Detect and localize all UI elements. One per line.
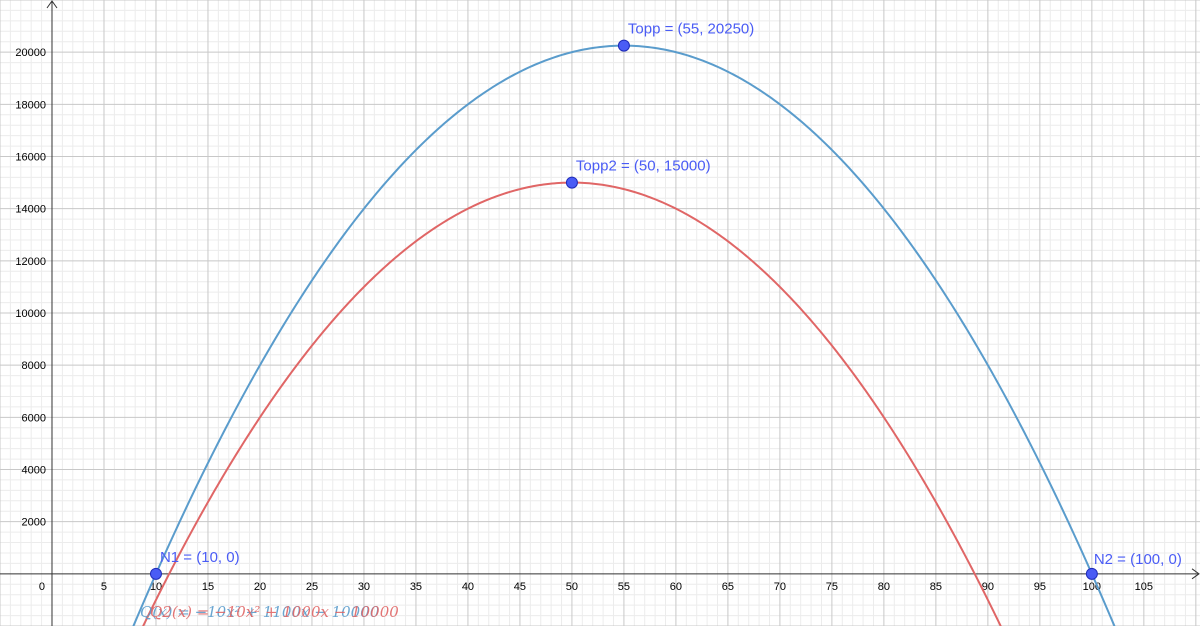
- point-label: Topp = (55, 20250): [628, 21, 754, 38]
- point-label: N2 = (100, 0): [1094, 551, 1182, 568]
- x-tick-label: 0: [39, 581, 45, 593]
- y-tick-label: 16000: [15, 152, 46, 164]
- y-tick-label: 4000: [22, 465, 46, 477]
- x-tick-label: 95: [1034, 581, 1046, 593]
- x-tick-label: 20: [254, 581, 266, 593]
- equation-label: Q2(x) = −10x² + 1000x − 10000: [150, 603, 399, 621]
- point-label: Topp2 = (50, 15000): [576, 158, 711, 175]
- x-axis-arrow: [1191, 568, 1200, 580]
- point-marker: [149, 567, 162, 580]
- y-tick-label: 20000: [15, 47, 46, 59]
- equation-label: Q(x) = −10x² + 1100x − 10000: [140, 603, 380, 621]
- y-tick-label: 12000: [15, 256, 46, 268]
- point-label: N1 = (10, 0): [160, 549, 240, 566]
- x-tick-label: 65: [722, 581, 734, 593]
- y-tick-label: 2000: [22, 517, 46, 529]
- x-tick-label: 85: [930, 581, 942, 593]
- series-line-2: [142, 181, 1002, 626]
- point-marker: [565, 176, 578, 189]
- x-tick-label: 40: [462, 581, 474, 593]
- x-tick-label: 90: [982, 581, 994, 593]
- point-marker: [1085, 567, 1098, 580]
- x-tick-label: 70: [774, 581, 786, 593]
- x-tick-label: 60: [670, 581, 682, 593]
- x-tick-label: 25: [306, 581, 318, 593]
- x-tick-label: 75: [826, 581, 838, 593]
- x-tick-label: 45: [514, 581, 526, 593]
- x-tick-label: 55: [618, 581, 630, 593]
- y-tick-label: 8000: [22, 360, 46, 372]
- y-tick-label: 6000: [22, 412, 46, 424]
- x-tick-label: 30: [358, 581, 370, 593]
- x-tick-label: 50: [566, 581, 578, 593]
- x-tick-label: 5: [101, 581, 107, 593]
- x-tick-label: 105: [1135, 581, 1153, 593]
- x-tick-label: 10: [150, 581, 162, 593]
- points: Topp = (55, 20250) Topp2 = (50, 15000) N1 …: [149, 21, 1182, 580]
- y-tick-label: 14000: [15, 204, 46, 216]
- y-axis-arrow: [46, 0, 58, 9]
- x-tick-label: 15: [202, 581, 214, 593]
- x-tick-label: 80: [878, 581, 890, 593]
- x-tick-label: 35: [410, 581, 422, 593]
- point-marker: [617, 39, 630, 52]
- y-tick-label: 10000: [15, 308, 46, 320]
- y-tick-label: 18000: [15, 99, 46, 111]
- tick-labels: 0 5 10 15 20 25 30 35 40 45 50 55 60 65 70 75 80 85 90 95 10…: [15, 47, 1153, 593]
